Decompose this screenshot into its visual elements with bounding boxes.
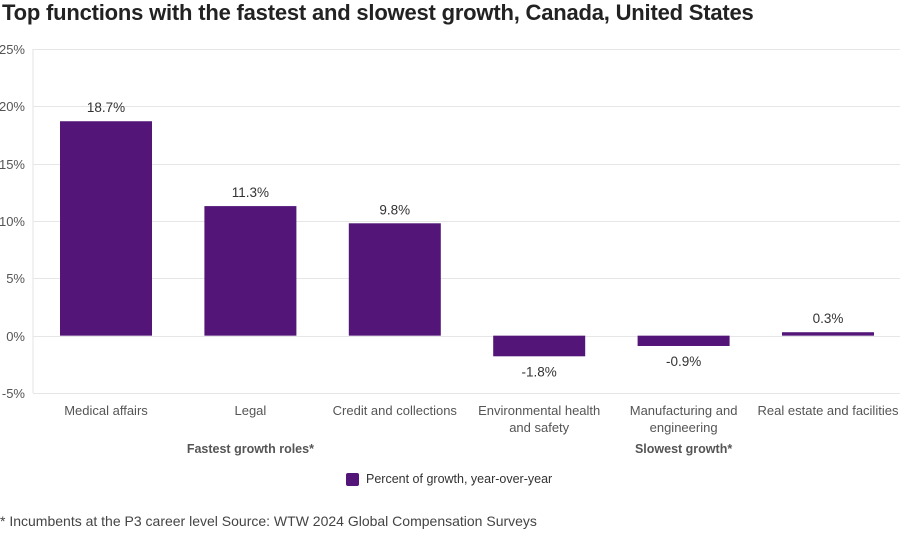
x-tick-label: Real estate and facilities	[758, 403, 899, 418]
value-label: -0.9%	[666, 354, 701, 369]
value-label: 9.8%	[379, 202, 410, 217]
x-tick-label: Legal	[234, 403, 266, 418]
bar	[60, 121, 152, 336]
chart-title: Top functions with the fastest and slowe…	[2, 0, 754, 25]
bar	[637, 335, 730, 346]
bar	[782, 332, 874, 336]
x-tick-label: Environmental health	[478, 403, 600, 418]
value-label: 11.3%	[232, 185, 269, 200]
value-label: 18.7%	[87, 100, 125, 115]
legend-label: Percent of growth, year-over-year	[366, 472, 553, 486]
y-tick-label: 5%	[6, 271, 25, 286]
x-tick-label: Manufacturing and	[630, 403, 738, 418]
group-label: Fastest growth roles*	[187, 442, 314, 456]
y-tick-label: 25%	[0, 42, 25, 57]
value-label: -1.8%	[522, 364, 557, 379]
x-tick-label: Medical affairs	[64, 403, 148, 418]
y-tick-label: 20%	[0, 99, 25, 114]
legend: Percent of growth, year-over-year	[346, 472, 552, 486]
y-tick-label: 15%	[0, 157, 25, 172]
group-labels: Fastest growth roles* Slowest growth*	[187, 442, 733, 456]
value-label: 0.3%	[813, 311, 844, 326]
bar	[348, 223, 441, 336]
x-tick-label: Credit and collections	[333, 403, 458, 418]
bar	[204, 206, 297, 336]
x-tick-label: engineering	[650, 420, 718, 435]
footnote: * Incumbents at the P3 career level Sour…	[0, 513, 537, 529]
y-tick-label: -5%	[2, 386, 26, 401]
group-label: Slowest growth*	[635, 442, 732, 456]
value-labels: 18.7% 11.3% 9.8% -1.8% -0.9% 0.3%	[87, 100, 844, 379]
y-tick-label: 0%	[6, 329, 25, 344]
bar	[493, 335, 586, 357]
legend-swatch	[346, 472, 359, 486]
bars	[60, 121, 874, 357]
category-labels: Medical affairs Legal Credit and collectio…	[64, 403, 899, 435]
y-tick-label: 10%	[0, 214, 25, 229]
x-tick-label: and safety	[509, 420, 569, 435]
y-axis: 25% 20% 15% 10% 5% 0% -5%	[0, 42, 25, 401]
gridlines	[32, 49, 900, 394]
